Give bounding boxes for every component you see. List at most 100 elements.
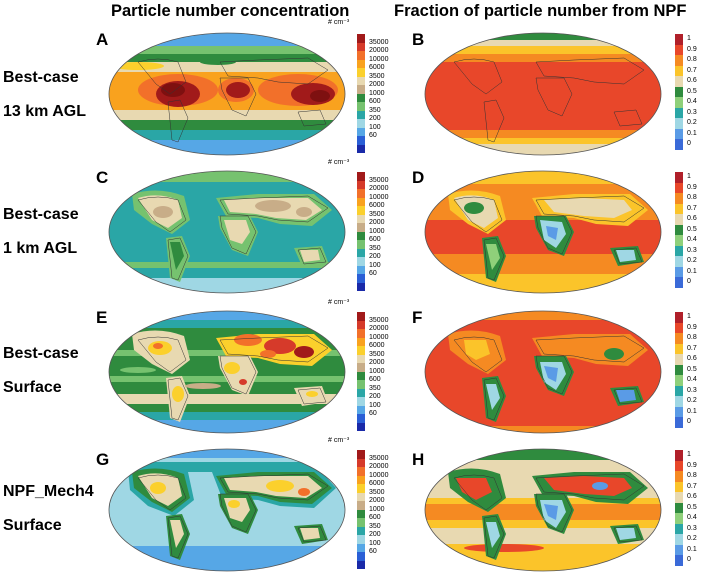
- colorbar-tick-label: 20000: [369, 47, 389, 54]
- colorbar-swatch: [675, 44, 683, 55]
- colorbar-tick-label: 60: [369, 132, 377, 139]
- colorbar-tick-label: 0: [687, 556, 691, 563]
- colorbar-swatch: [357, 172, 365, 181]
- colorbar-swatch: [675, 139, 683, 150]
- row-label-3: Best-case Surface: [3, 345, 79, 396]
- colorbar-swatch: [357, 458, 365, 467]
- colorbar-swatch: [357, 180, 365, 189]
- colorbar-swatch: [357, 197, 365, 206]
- colorbar-swatch: [675, 544, 683, 555]
- colorbar-tick-label: 35000: [369, 454, 389, 462]
- colorbar-swatch: [357, 484, 365, 493]
- colorbar-swatch: [675, 385, 683, 396]
- colorbar-tick-label: 10000: [369, 193, 389, 201]
- colorbar-swatch: [357, 68, 365, 77]
- colorbar-swatch: [675, 214, 683, 225]
- colorbar-tick-label: 0.1: [687, 407, 697, 415]
- colorbar-swatch: [675, 460, 683, 471]
- colorbar-tick-label: 200: [369, 253, 381, 260]
- colorbar-swatch: [357, 422, 365, 431]
- colorbar-tick-label: 100: [369, 539, 381, 547]
- colorbar-swatch: [357, 518, 365, 527]
- panel-letter-g: G: [96, 450, 110, 469]
- colorbar-swatch: [357, 223, 365, 232]
- colorbar-tick-label: 350: [369, 384, 381, 392]
- colorbar-swatch: [675, 86, 683, 97]
- map-g-concentration-npf-mech4: [108, 448, 346, 572]
- colorbar-swatch: [357, 265, 365, 274]
- colorbar-swatch: [675, 492, 683, 503]
- colorbar-swatch: [675, 34, 683, 45]
- colorbar-swatch: [357, 363, 365, 372]
- map-b-fraction-13km: [424, 32, 662, 156]
- colorbar-swatch: [675, 128, 683, 139]
- colorbar-tick-label: 0.4: [687, 236, 697, 243]
- colorbar-swatch: [357, 257, 365, 266]
- colorbar-tick-label: 0.4: [687, 514, 697, 521]
- colorbar-tick-label: 35000: [369, 176, 389, 184]
- panel-letter-d: D: [412, 168, 425, 187]
- colorbar-swatch: [357, 206, 365, 215]
- panel-letter-b: B: [412, 30, 425, 49]
- colorbar-tick-label: 1000: [369, 89, 385, 97]
- colorbar-tick-label: 0.5: [687, 503, 697, 511]
- colorbar-tick-label: 0.9: [687, 183, 697, 191]
- colorbar-swatch: [675, 235, 683, 246]
- colorbar-swatch: [675, 523, 683, 534]
- row-label-1: Best-case 13 km AGL: [3, 69, 86, 120]
- colorbar-swatch: [357, 231, 365, 240]
- colorbar-tick-label: 0.3: [687, 246, 697, 254]
- colorbar-swatch: [675, 364, 683, 375]
- colorbar-tick-label: 6000: [369, 342, 385, 349]
- colorbar-tick-label: 60: [369, 410, 377, 417]
- colorbar-swatch: [357, 119, 365, 128]
- colorbar-tick-label: 6000: [369, 202, 385, 209]
- colorbar-swatch: [357, 76, 365, 85]
- map-c-concentration-1km: [108, 170, 346, 294]
- colorbar-swatch: [357, 380, 365, 389]
- colorbar-swatch: [357, 42, 365, 51]
- colorbar-swatch: [675, 65, 683, 76]
- colorbar-tick-label: 0.8: [687, 56, 697, 63]
- colorbar-swatch: [357, 214, 365, 223]
- colorbar-swatch: [675, 450, 683, 461]
- colorbar-tick-label: 6000: [369, 64, 385, 71]
- colorbar-tick-label: 200: [369, 115, 381, 122]
- colorbar-swatch: [357, 189, 365, 198]
- colorbar-tick-label: 3500: [369, 350, 385, 358]
- colorbar-tick-label: 20000: [369, 325, 389, 332]
- colorbar-tick-label: 0.7: [687, 344, 697, 352]
- map-h-fraction-npf-mech4: [424, 448, 662, 572]
- colorbar-tick-label: 0.2: [687, 119, 697, 126]
- colorbar-tick-label: 1: [687, 451, 691, 458]
- colorbar-swatch: [357, 144, 365, 153]
- unit-label-g: # cm⁻³: [328, 437, 350, 444]
- map-a-concentration-13km: [108, 32, 346, 156]
- row-label-2: Best-case 1 km AGL: [3, 206, 79, 257]
- unit-label-a: # cm⁻³: [328, 19, 350, 26]
- colorbar-tick-label: 0.9: [687, 323, 697, 331]
- colorbar-tick-label: 0.1: [687, 545, 697, 553]
- colorbar-swatch: [357, 467, 365, 476]
- colorbar-tick-label: 0.2: [687, 397, 697, 404]
- colorbar-tick-label: 0.3: [687, 386, 697, 394]
- colorbar-tick-label: 600: [369, 376, 381, 383]
- colorbar-swatch: [357, 59, 365, 68]
- colorbar-swatch: [675, 555, 683, 566]
- colorbar-tick-label: 1: [687, 35, 691, 42]
- colorbar-tick-label: 3500: [369, 488, 385, 496]
- colorbar-swatch: [357, 110, 365, 119]
- colorbar-swatch: [675, 481, 683, 492]
- colorbar-tick-label: 0.8: [687, 194, 697, 201]
- colorbar-swatch: [675, 354, 683, 365]
- colorbar-tick-label: 2000: [369, 219, 385, 226]
- colorbar-tick-label: 0: [687, 418, 691, 425]
- colorbar-tick-label: 0.1: [687, 267, 697, 275]
- colorbar-tick-label: 20000: [369, 463, 389, 470]
- colorbar-tick-label: 0.7: [687, 204, 697, 212]
- colorbar-tick-label: 2000: [369, 359, 385, 366]
- colorbar-tick-label: 10000: [369, 333, 389, 341]
- colorbar-tick-label: 0.8: [687, 334, 697, 341]
- colorbar-swatch: [675, 343, 683, 354]
- colorbar-tick-label: 10000: [369, 55, 389, 63]
